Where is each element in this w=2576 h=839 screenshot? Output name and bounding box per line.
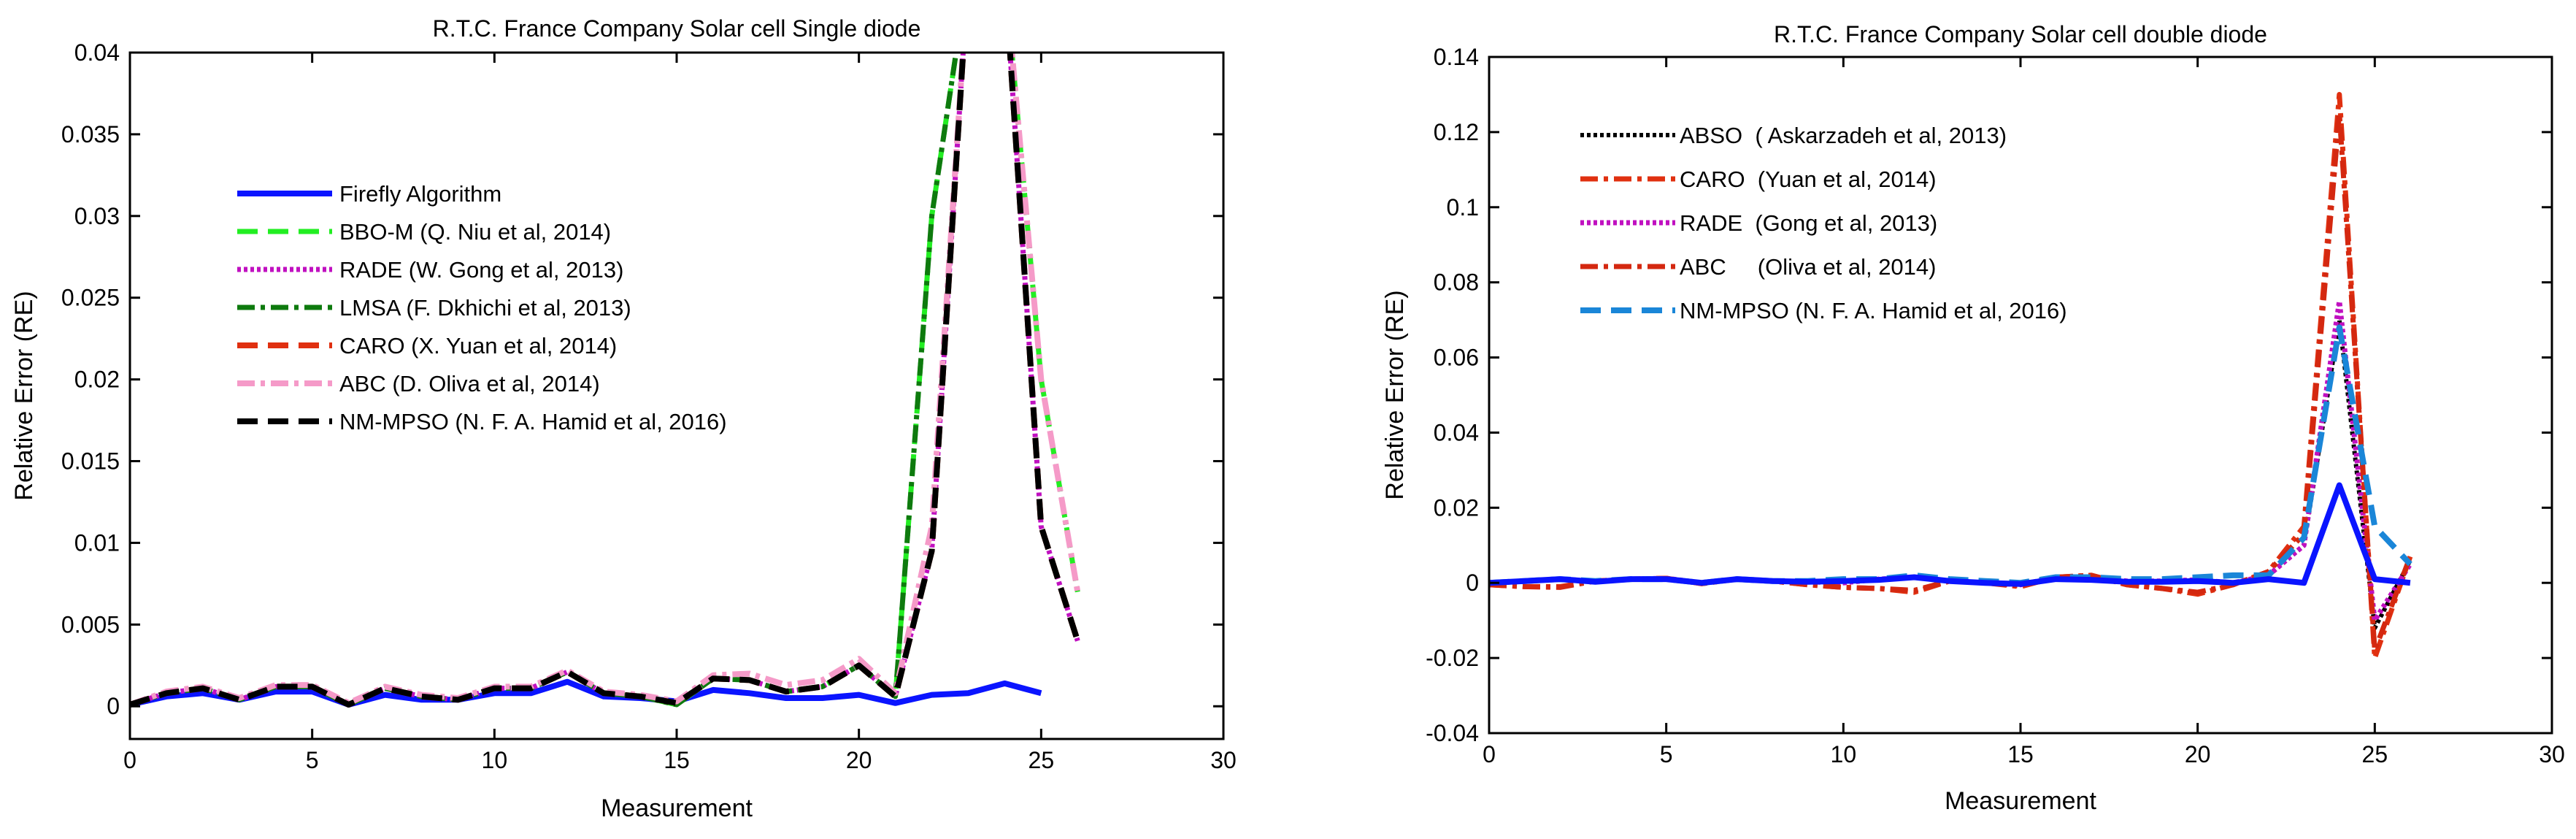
x-tick-label: 15 (664, 747, 690, 773)
x-tick-label: 5 (306, 747, 319, 773)
chart-double-diode: R.T.C. France Company Solar cell double … (1381, 21, 2565, 815)
x-tick-label: 30 (1210, 747, 1237, 773)
y-tick-label: 0.08 (1434, 269, 1479, 296)
legend-label: ABSO ( Askarzadeh et al, 2013) (1680, 123, 2007, 148)
y-tick-label: 0.02 (1434, 494, 1479, 521)
chart-title: R.T.C. France Company Solar cell Single … (433, 15, 921, 42)
legend-item-lmsa: LMSA (F. Dkhichi et al, 2013) (237, 295, 631, 321)
legend-item-abso: ABSO ( Askarzadeh et al, 2013) (1580, 123, 2007, 148)
legend-item-rade: RADE (W. Gong et al, 2013) (237, 257, 623, 283)
x-tick-label: 30 (2539, 741, 2565, 767)
y-tick-label: 0.025 (61, 285, 120, 311)
legend-label: ABC (Oliva et al, 2014) (1680, 254, 1936, 280)
y-tick-label: 0.12 (1434, 119, 1479, 145)
series-line-5 (1489, 482, 2411, 587)
series-line-4 (1489, 324, 2412, 586)
legend-label: CARO (X. Yuan et al, 2014) (339, 333, 617, 359)
x-tick-label: 0 (123, 747, 137, 773)
y-tick-label: 0.04 (1434, 419, 1479, 445)
legend-label: Firefly Algorithm (339, 181, 501, 207)
legend-item-abc: ABC (Oliva et al, 2014) (1580, 254, 1936, 280)
x-tick-label: 10 (1831, 741, 1857, 767)
chart-title: R.T.C. France Company Solar cell double … (1774, 21, 2267, 47)
legend-item-abc: ABC (D. Oliva et al, 2014) (237, 371, 600, 396)
y-tick-label: -0.04 (1426, 720, 1479, 746)
y-axis-label: Relative Error (RE) (10, 291, 38, 500)
y-tick-label: 0.02 (74, 367, 120, 393)
y-axis: -0.04 -0.02 0 0.02 0.04 0.06 0.08 0.1 0.12 0.14 (1426, 44, 2552, 746)
x-axis-label: Measurement (1945, 787, 2096, 815)
y-tick-label: 0.005 (61, 611, 120, 637)
legend-label: BBO-M (Q. Niu et al, 2014) (339, 219, 611, 245)
legend-item-firefly: Firefly Algorithm (237, 181, 501, 207)
legend-item-nm-mpso: NM-MPSO (N. F. A. Hamid et al, 2016) (1580, 298, 2067, 323)
legend-label: NM-MPSO (N. F. A. Hamid et al, 2016) (339, 409, 727, 434)
x-tick-label: 25 (2362, 741, 2388, 767)
legend-item-caro: CARO (X. Yuan et al, 2014) (237, 333, 617, 359)
legend: Firefly Algorithm BBO-M (Q. Niu et al, 2… (237, 181, 727, 434)
x-axis-label: Measurement (601, 794, 753, 822)
x-tick-label: 0 (1483, 741, 1496, 767)
y-tick-label: 0.14 (1434, 44, 1479, 70)
axes-frame (1488, 55, 2553, 735)
y-tick-label: 0 (1466, 570, 1479, 596)
x-axis: 0 5 10 15 20 25 30 (123, 53, 1237, 773)
legend-label: LMSA (F. Dkhichi et al, 2013) (339, 295, 631, 321)
x-tick-label: 25 (1029, 747, 1055, 773)
legend-label: RADE (Gong et al, 2013) (1680, 210, 1937, 236)
legend-label: ABC (D. Oliva et al, 2014) (339, 371, 600, 396)
plot-area (1489, 91, 2413, 661)
x-tick-label: 20 (846, 747, 872, 773)
x-axis: 0 5 10 15 20 25 30 (1483, 57, 2565, 767)
legend-label: CARO (Yuan et al, 2014) (1680, 166, 1937, 192)
legend-label: RADE (W. Gong et al, 2013) (339, 257, 623, 283)
x-tick-label: 5 (1660, 741, 1673, 767)
y-tick-label: 0.01 (74, 529, 120, 556)
legend-item-bbo-m: BBO-M (Q. Niu et al, 2014) (237, 219, 611, 245)
y-tick-label: 0.015 (61, 448, 120, 475)
y-axis-label: Relative Error (RE) (1381, 290, 1409, 499)
legend: ABSO ( Askarzadeh et al, 2013) CARO (Yua… (1580, 123, 2067, 323)
y-tick-label: 0.1 (1447, 194, 1479, 221)
x-tick-label: 20 (2185, 741, 2211, 767)
y-tick-label: 0.035 (61, 121, 120, 148)
axes-frame (128, 51, 1225, 740)
series-line-0 (130, 678, 1042, 708)
legend-item-nm-mpso: NM-MPSO (N. F. A. Hamid et al, 2016) (237, 409, 727, 434)
chart-single-diode: R.T.C. France Company Solar cell Single … (10, 15, 1237, 822)
series-line-6 (130, 53, 1081, 708)
y-axis: 0 0.005 0.01 0.015 0.02 0.025 0.03 0.035 0.04 (61, 39, 1223, 719)
plot-area (130, 53, 1081, 708)
y-tick-label: 0 (107, 693, 120, 719)
legend-label: NM-MPSO (N. F. A. Hamid et al, 2016) (1680, 298, 2067, 323)
y-tick-label: 0.03 (74, 203, 120, 229)
y-tick-label: 0.06 (1434, 345, 1479, 371)
legend-item-caro: CARO (Yuan et al, 2014) (1580, 166, 1937, 192)
x-tick-label: 15 (2007, 741, 2034, 767)
y-tick-label: -0.02 (1426, 645, 1479, 671)
x-tick-label: 10 (482, 747, 508, 773)
legend-item-rade: RADE (Gong et al, 2013) (1580, 210, 1937, 236)
y-tick-label: 0.04 (74, 39, 120, 66)
